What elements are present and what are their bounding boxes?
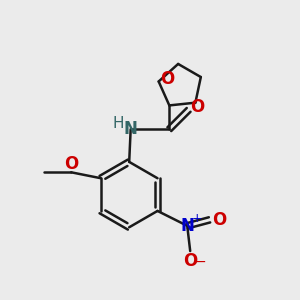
- Text: O: O: [160, 70, 175, 88]
- Text: O: O: [212, 211, 226, 229]
- Text: O: O: [190, 98, 205, 116]
- Text: N: N: [124, 120, 138, 138]
- Text: N: N: [180, 217, 194, 235]
- Text: −: −: [195, 255, 206, 269]
- Text: O: O: [183, 253, 197, 271]
- Text: H: H: [112, 116, 124, 131]
- Text: +: +: [191, 212, 202, 225]
- Text: O: O: [64, 155, 78, 173]
